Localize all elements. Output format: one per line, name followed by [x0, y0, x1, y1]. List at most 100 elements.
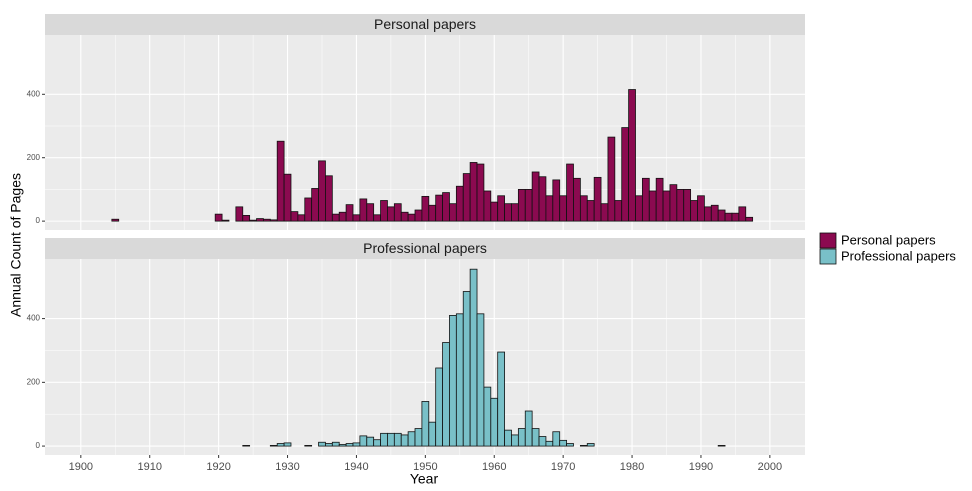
- bar: [263, 218, 271, 222]
- bar: [662, 190, 671, 222]
- bar: [511, 203, 519, 222]
- bar: [504, 429, 512, 447]
- bar: [635, 195, 643, 222]
- bar: [387, 206, 395, 222]
- bar: [449, 315, 457, 447]
- x-tick-label: 1920: [206, 461, 230, 473]
- bar: [538, 436, 547, 447]
- bar: [607, 136, 616, 222]
- bar: [393, 432, 402, 447]
- bar: [338, 444, 347, 447]
- bar: [717, 209, 726, 222]
- bar: [573, 177, 581, 222]
- bar: [469, 268, 478, 447]
- bar: [614, 200, 623, 222]
- bar: [497, 351, 505, 447]
- bar: [455, 185, 464, 222]
- bar: [111, 218, 120, 222]
- bar: [235, 206, 244, 222]
- x-tick-label: 1900: [69, 461, 93, 473]
- bar: [400, 434, 409, 447]
- bar: [593, 176, 602, 222]
- bar: [414, 209, 423, 222]
- bar: [531, 171, 540, 222]
- bar: [242, 215, 251, 222]
- bar: [490, 397, 499, 447]
- bar: [345, 204, 354, 222]
- x-axis-label: Year: [410, 471, 439, 487]
- bar: [283, 442, 292, 447]
- bar: [407, 213, 416, 222]
- bar: [648, 190, 657, 222]
- bar: [311, 188, 319, 222]
- x-tick-label: 1960: [482, 461, 506, 473]
- bar: [400, 211, 409, 222]
- bar: [214, 213, 223, 222]
- bar: [407, 431, 416, 447]
- y-axis-label: Annual Count of Pages: [8, 173, 24, 317]
- bar: [318, 441, 326, 447]
- bar: [442, 342, 450, 447]
- y-tick-label: 200: [27, 153, 41, 162]
- bar: [559, 439, 567, 447]
- bar: [462, 173, 471, 222]
- bar: [731, 212, 740, 222]
- bar: [331, 213, 340, 222]
- bar: [359, 198, 368, 222]
- bar: [345, 443, 354, 447]
- bar: [641, 177, 650, 222]
- bar: [476, 313, 485, 447]
- bar: [242, 445, 251, 447]
- x-tick-label: 2000: [758, 461, 782, 473]
- bar: [538, 176, 547, 222]
- bar: [221, 219, 230, 222]
- bar: [469, 162, 478, 222]
- bar: [690, 200, 698, 222]
- bar: [297, 214, 306, 222]
- y-tick-label: 400: [27, 89, 41, 98]
- bar: [249, 219, 257, 222]
- bar: [669, 184, 678, 222]
- bar: [269, 445, 278, 447]
- bar: [325, 175, 333, 222]
- y-tick-label: 200: [27, 377, 41, 386]
- bar: [393, 203, 402, 222]
- y-tick-label: 400: [27, 314, 41, 323]
- bar: [531, 428, 540, 447]
- bar: [524, 410, 533, 447]
- legend-key: [819, 232, 837, 249]
- bar: [476, 163, 485, 222]
- bar: [435, 367, 443, 447]
- bar: [352, 442, 361, 447]
- bar: [621, 127, 630, 222]
- strip-label: Professional papers: [363, 240, 487, 256]
- bar: [283, 173, 292, 222]
- bar: [676, 189, 685, 222]
- bar: [724, 212, 733, 222]
- x-tick-label: 1980: [620, 461, 644, 473]
- bar: [745, 216, 754, 222]
- bar: [559, 195, 567, 222]
- x-tick-label: 1930: [275, 461, 299, 473]
- bar: [304, 445, 313, 447]
- bar: [655, 177, 664, 222]
- x-tick-label: 1910: [137, 461, 161, 473]
- strip: [45, 14, 805, 35]
- bar: [387, 432, 395, 447]
- legend-key: [819, 248, 837, 265]
- bar: [290, 211, 299, 222]
- bar: [435, 194, 443, 222]
- bar: [566, 443, 574, 447]
- bar: [704, 206, 712, 222]
- bar: [738, 206, 747, 222]
- bar: [683, 189, 692, 222]
- y-tick-label: 0: [36, 441, 41, 450]
- bar: [428, 204, 437, 222]
- bar: [256, 218, 264, 222]
- bar: [697, 195, 705, 222]
- bar: [586, 200, 595, 222]
- bar: [552, 431, 561, 447]
- bar: [524, 189, 533, 222]
- bar: [710, 204, 719, 222]
- bar: [318, 160, 326, 222]
